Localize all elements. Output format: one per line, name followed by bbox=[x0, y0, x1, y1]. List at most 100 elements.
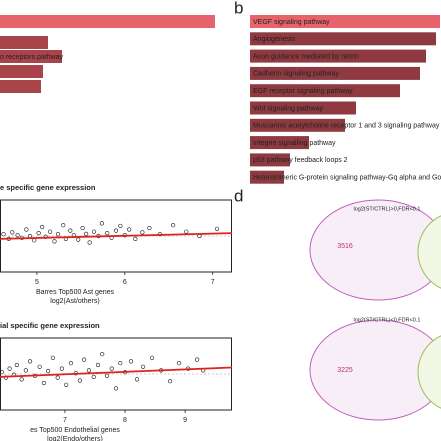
bar-label: p53 pathway feedback loops 2 bbox=[253, 157, 348, 164]
point bbox=[37, 364, 42, 369]
point bbox=[91, 229, 97, 234]
point bbox=[52, 239, 57, 244]
x-tick-label: 5 bbox=[35, 279, 39, 286]
bar bbox=[250, 84, 400, 98]
point bbox=[68, 361, 74, 366]
point bbox=[36, 231, 41, 236]
point bbox=[149, 355, 155, 360]
bar-label: Axon guidance mediated by netrin bbox=[253, 53, 359, 60]
point bbox=[177, 361, 182, 366]
point bbox=[195, 357, 200, 362]
point bbox=[77, 378, 83, 383]
x-axis-label: log2(Endo/others) bbox=[47, 436, 103, 441]
trend-line bbox=[0, 366, 233, 378]
point bbox=[68, 228, 73, 233]
point bbox=[23, 368, 28, 373]
point bbox=[24, 227, 29, 232]
panel-letter: d bbox=[234, 186, 243, 205]
x-axis-label: es Top500 Endothelial genes bbox=[30, 427, 120, 434]
point bbox=[87, 240, 92, 245]
point bbox=[55, 375, 60, 380]
point bbox=[47, 229, 53, 234]
bar-label: o receptors pathway bbox=[0, 54, 64, 61]
bar bbox=[0, 65, 43, 78]
point bbox=[113, 228, 119, 233]
bar bbox=[250, 32, 436, 46]
bar-label: Heterotrimeric G-protein signaling pathw… bbox=[253, 175, 441, 182]
bar bbox=[250, 153, 290, 167]
point bbox=[14, 362, 19, 368]
point bbox=[118, 223, 123, 229]
bar bbox=[250, 49, 426, 63]
point bbox=[45, 369, 51, 374]
point bbox=[15, 233, 20, 238]
point bbox=[1, 232, 6, 237]
point bbox=[59, 366, 65, 371]
bar bbox=[0, 15, 215, 28]
point bbox=[55, 232, 61, 237]
bar-label: Integrin signalling pathway bbox=[253, 140, 336, 147]
x-axis-label: log2(Ast/others) bbox=[50, 298, 99, 305]
point bbox=[91, 374, 96, 379]
bar-label: Muscarinic acetylcholine receptor 1 and … bbox=[253, 123, 440, 130]
venn-title: log2(ST/CTRL)>0,FDR<0.1 bbox=[354, 206, 421, 212]
point bbox=[82, 357, 87, 362]
bar bbox=[250, 118, 345, 132]
point bbox=[41, 380, 46, 386]
x-tick-label: 9 bbox=[183, 417, 187, 424]
point bbox=[104, 373, 110, 378]
point bbox=[128, 359, 134, 364]
bar-label: Angiogenesis bbox=[253, 36, 296, 43]
point bbox=[134, 377, 140, 382]
point bbox=[171, 223, 176, 228]
point bbox=[99, 221, 105, 226]
point bbox=[105, 231, 110, 236]
point bbox=[140, 364, 146, 369]
bar bbox=[0, 36, 48, 49]
point bbox=[95, 362, 101, 368]
bar bbox=[250, 101, 356, 115]
point bbox=[32, 238, 37, 243]
trend-line bbox=[0, 232, 233, 240]
bar bbox=[250, 66, 420, 80]
plot-title: ial specific gene expression bbox=[0, 321, 100, 330]
point bbox=[64, 382, 69, 387]
point bbox=[109, 366, 114, 371]
point bbox=[133, 236, 138, 241]
x-tick-label: 7 bbox=[63, 417, 67, 424]
point bbox=[27, 359, 33, 364]
x-tick-label: 8 bbox=[123, 417, 127, 424]
bar-label: VEGF signaling pathway bbox=[253, 19, 330, 26]
x-axis-label: Barres Top500 Ast genes bbox=[36, 289, 115, 296]
point bbox=[19, 377, 24, 382]
point bbox=[50, 355, 55, 360]
x-tick-label: 6 bbox=[123, 279, 127, 286]
point bbox=[0, 370, 4, 375]
bar-label: Wnt signaling pathway bbox=[253, 105, 324, 112]
point bbox=[10, 230, 15, 235]
venn-count: 3516 bbox=[337, 243, 353, 250]
point bbox=[118, 361, 123, 366]
point bbox=[80, 225, 85, 231]
x-tick-label: 7 bbox=[211, 279, 215, 286]
venn-count: 3225 bbox=[337, 367, 353, 374]
point bbox=[127, 227, 132, 232]
bar-label: EGF receptor signaling pathway bbox=[253, 88, 353, 95]
point bbox=[147, 225, 152, 231]
point bbox=[140, 230, 145, 235]
venn-title: log2(ST/CTRL)<0,FDR<0.1 bbox=[354, 317, 421, 323]
bar bbox=[250, 136, 309, 150]
venn-shapes bbox=[309, 199, 441, 421]
point bbox=[86, 368, 92, 373]
point bbox=[100, 352, 105, 357]
point bbox=[84, 231, 89, 236]
point bbox=[61, 223, 66, 228]
bar bbox=[0, 50, 62, 63]
point bbox=[214, 226, 220, 231]
panel-letter: b bbox=[234, 0, 243, 17]
bar bbox=[250, 170, 284, 184]
plot-title: e specific gene expression bbox=[0, 183, 96, 192]
point bbox=[40, 224, 45, 230]
bar bbox=[250, 15, 440, 28]
